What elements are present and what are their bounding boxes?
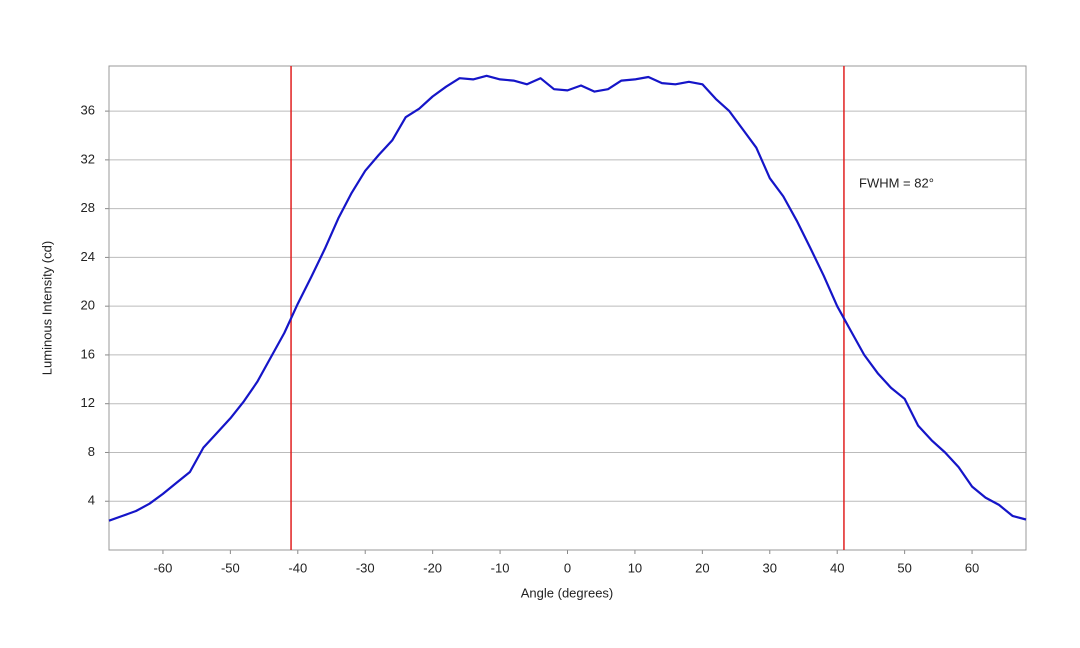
data-line	[108, 74, 1027, 522]
x-tick-label: 40	[830, 560, 844, 575]
x-tick-label: -10	[491, 560, 510, 575]
y-tick-label: 32	[81, 151, 95, 166]
x-tick-label: 50	[897, 560, 911, 575]
x-tick-label: -50	[221, 560, 240, 575]
y-tick-label: 24	[81, 249, 95, 264]
y-axis-label: Luminous Intensity (cd)	[39, 241, 54, 375]
x-tick-label: -30	[356, 560, 375, 575]
x-tick-label: -20	[423, 560, 442, 575]
y-tick-label: 20	[81, 298, 95, 313]
y-tick-label: 8	[88, 444, 95, 459]
x-tick-label: 20	[695, 560, 709, 575]
x-tick-label: -60	[154, 560, 173, 575]
y-tick-label: 12	[81, 395, 95, 410]
y-tick-label: 4	[88, 493, 95, 508]
x-tick-label: 60	[965, 560, 979, 575]
plot-frame	[108, 65, 1027, 551]
y-tick-label: 16	[81, 346, 95, 361]
x-tick-label: -40	[288, 560, 307, 575]
x-tick-label: 30	[763, 560, 777, 575]
x-axis-label: Angle (degrees)	[521, 585, 614, 600]
annotation: FWHM = 82°	[859, 175, 934, 190]
x-tick-label: 0	[564, 560, 571, 575]
y-tick-label: 36	[81, 103, 95, 118]
y-tick-label: 28	[81, 200, 95, 215]
x-tick-label: 10	[628, 560, 642, 575]
